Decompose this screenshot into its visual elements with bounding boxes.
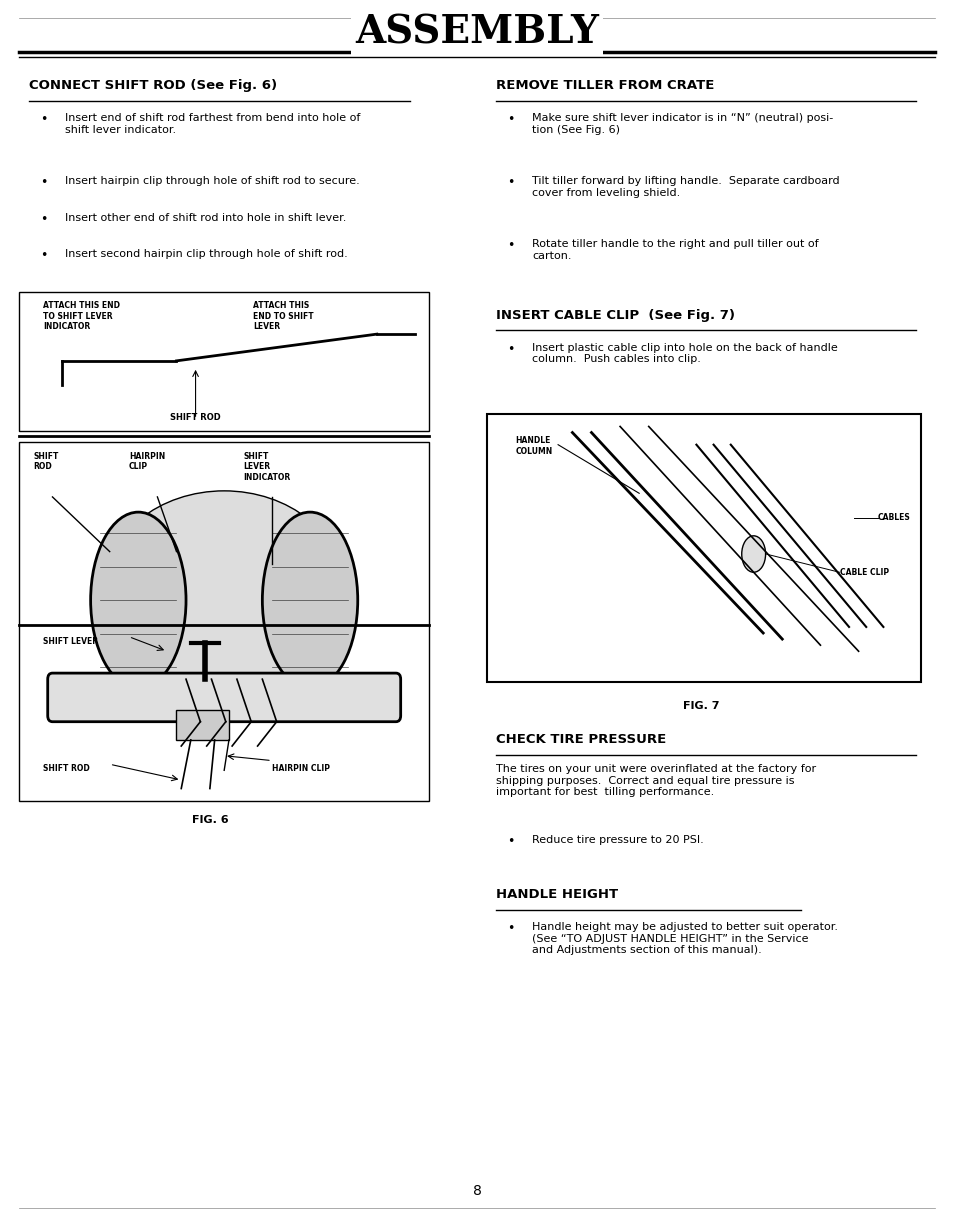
Ellipse shape <box>91 513 186 689</box>
Text: REMOVE TILLER FROM CRATE: REMOVE TILLER FROM CRATE <box>496 79 714 92</box>
Bar <box>486 414 920 682</box>
Text: CHECK TIRE PRESSURE: CHECK TIRE PRESSURE <box>496 733 665 746</box>
Text: CONNECT SHIFT ROD (See Fig. 6): CONNECT SHIFT ROD (See Fig. 6) <box>29 79 276 92</box>
Text: Insert hairpin clip through hole of shift rod to secure.: Insert hairpin clip through hole of shif… <box>65 176 359 186</box>
Text: FIG. 6: FIG. 6 <box>192 815 228 825</box>
Bar <box>19 292 429 431</box>
Text: Insert second hairpin clip through hole of shift rod.: Insert second hairpin clip through hole … <box>65 249 347 259</box>
Text: CABLES: CABLES <box>877 513 909 522</box>
Text: INSERT CABLE CLIP  (See Fig. 7): INSERT CABLE CLIP (See Fig. 7) <box>496 309 735 322</box>
Ellipse shape <box>105 491 343 685</box>
Text: Reduce tire pressure to 20 PSI.: Reduce tire pressure to 20 PSI. <box>532 835 703 844</box>
Text: Insert plastic cable clip into hole on the back of handle
column.  Push cables i: Insert plastic cable clip into hole on t… <box>532 343 837 364</box>
Text: •: • <box>507 113 515 126</box>
Text: HAIRPIN
CLIP: HAIRPIN CLIP <box>129 452 165 471</box>
Text: SHIFT ROD: SHIFT ROD <box>170 413 221 422</box>
Text: •: • <box>40 213 48 226</box>
Text: •: • <box>40 113 48 126</box>
Bar <box>176 710 229 740</box>
Text: Rotate tiller handle to the right and pull tiller out of
carton.: Rotate tiller handle to the right and pu… <box>532 239 818 261</box>
Text: Tilt tiller forward by lifting handle.  Separate cardboard
cover from leveling s: Tilt tiller forward by lifting handle. S… <box>532 176 839 198</box>
Text: The tires on your unit were overinflated at the factory for
shipping purposes.  : The tires on your unit were overinflated… <box>496 764 816 797</box>
Ellipse shape <box>262 513 357 689</box>
Text: Make sure shift lever indicator is in “N” (neutral) posi-
tion (See Fig. 6): Make sure shift lever indicator is in “N… <box>532 113 833 135</box>
Text: •: • <box>507 343 515 356</box>
Text: 8: 8 <box>472 1183 481 1198</box>
Text: ASSEMBLY: ASSEMBLY <box>355 13 598 52</box>
Text: •: • <box>40 176 48 190</box>
Text: SHIFT LEVER: SHIFT LEVER <box>43 637 98 645</box>
Text: CABLE CLIP: CABLE CLIP <box>839 567 887 577</box>
Text: HANDLE
COLUMN: HANDLE COLUMN <box>515 436 552 456</box>
Text: ATTACH THIS
END TO SHIFT
LEVER: ATTACH THIS END TO SHIFT LEVER <box>253 301 314 332</box>
Text: Handle height may be adjusted to better suit operator.
(See “TO ADJUST HANDLE HE: Handle height may be adjusted to better … <box>532 922 838 955</box>
Text: Insert other end of shift rod into hole in shift lever.: Insert other end of shift rod into hole … <box>65 213 346 222</box>
Text: SHIFT
LEVER
INDICATOR: SHIFT LEVER INDICATOR <box>243 452 291 482</box>
Text: •: • <box>507 176 515 190</box>
Bar <box>19 442 429 801</box>
Text: Insert end of shift rod farthest from bend into hole of
shift lever indicator.: Insert end of shift rod farthest from be… <box>65 113 360 135</box>
FancyBboxPatch shape <box>48 673 400 722</box>
Text: SHIFT
ROD: SHIFT ROD <box>33 452 59 471</box>
Ellipse shape <box>741 536 764 572</box>
Text: •: • <box>507 239 515 253</box>
Text: •: • <box>507 922 515 936</box>
Text: SHIFT ROD: SHIFT ROD <box>43 764 90 773</box>
Text: HANDLE HEIGHT: HANDLE HEIGHT <box>496 888 618 902</box>
Text: FIG. 7: FIG. 7 <box>682 701 719 711</box>
Text: •: • <box>507 835 515 848</box>
Text: ATTACH THIS END
TO SHIFT LEVER
INDICATOR: ATTACH THIS END TO SHIFT LEVER INDICATOR <box>43 301 120 332</box>
Text: HAIRPIN CLIP: HAIRPIN CLIP <box>272 764 330 773</box>
Text: •: • <box>40 249 48 262</box>
